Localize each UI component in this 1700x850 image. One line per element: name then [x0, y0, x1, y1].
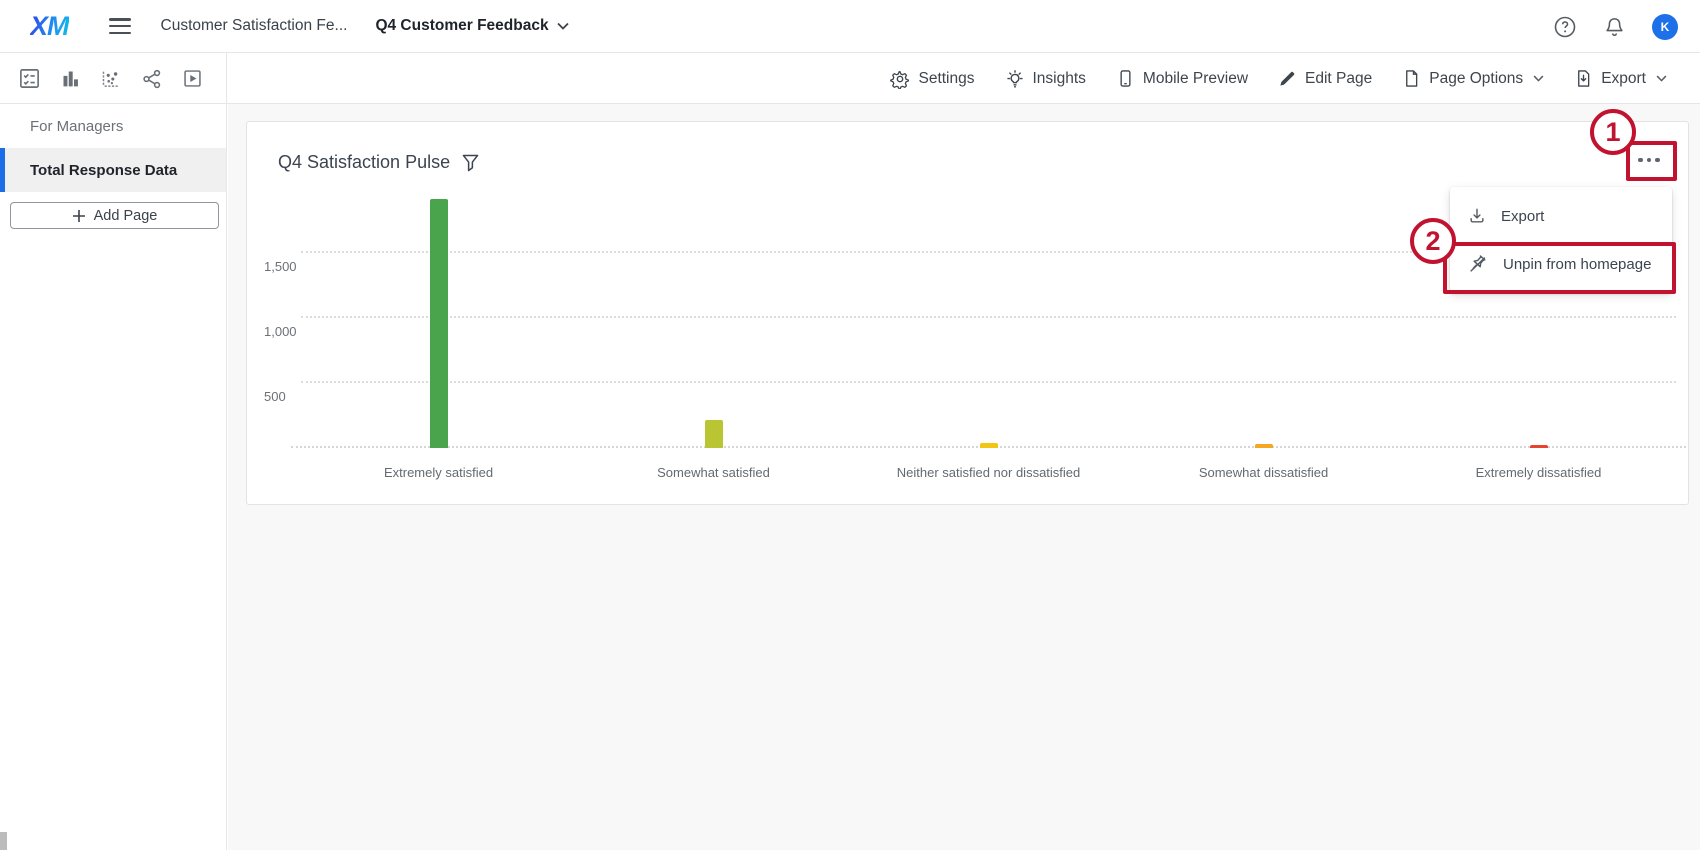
help-icon[interactable] — [1553, 15, 1577, 39]
settings-button[interactable]: Settings — [890, 69, 975, 89]
gridline-500 — [301, 381, 1676, 383]
add-page-label: Add Page — [93, 207, 158, 224]
top-header: XM Customer Satisfaction Fe... Q4 Custom… — [0, 0, 1700, 53]
hamburger-icon[interactable] — [108, 18, 131, 34]
sidebar-item-total-response-data[interactable]: Total Response Data — [0, 148, 226, 192]
sidebar-item-label: Total Response Data — [30, 161, 178, 179]
sidebar-item-for-managers[interactable]: For Managers — [0, 104, 226, 148]
export-button[interactable]: Export — [1574, 68, 1667, 89]
bar-chart: 500 1,000 1,500 Extremely satisfied Somewhat… — [264, 188, 1686, 480]
export-label: Export — [1601, 69, 1646, 87]
unpin-icon — [1467, 253, 1489, 275]
gear-icon — [890, 69, 910, 89]
insights-button[interactable]: Insights — [1005, 69, 1086, 89]
widget-options-button[interactable] — [1627, 144, 1671, 176]
bar-somewhat-satisfied[interactable] — [704, 420, 723, 448]
breadcrumb-parent[interactable]: Customer Satisfaction Fe... — [160, 17, 348, 34]
phone-icon — [1116, 68, 1135, 89]
edit-page-label: Edit Page — [1305, 69, 1373, 87]
gridline-1500 — [301, 251, 1676, 253]
export-widget-label: Export — [1501, 207, 1545, 225]
bell-icon[interactable] — [1603, 15, 1626, 39]
scrollbar-fragment[interactable] — [0, 832, 7, 850]
funnel-icon[interactable] — [462, 154, 479, 172]
plus-icon — [72, 209, 86, 223]
mobile-preview-button[interactable]: Mobile Preview — [1116, 68, 1248, 89]
dashboard-icon-strip — [0, 53, 227, 104]
page-icon — [1402, 68, 1421, 89]
settings-label: Settings — [918, 69, 975, 87]
video-play-icon[interactable] — [182, 68, 203, 89]
category-label: Extremely dissatisfied — [1475, 465, 1602, 480]
bar-neither-satisfied-nor-dissatisfied[interactable] — [979, 442, 998, 448]
y-axis-tick-label: 1,500 — [264, 259, 297, 274]
toolbar-actions: Settings Insights Mobile Preview Edit Page P… — [890, 53, 1700, 104]
bar-extremely-dissatisfied[interactable] — [1529, 445, 1548, 448]
survey-checklist-icon[interactable] — [18, 67, 41, 90]
insights-label: Insights — [1032, 69, 1086, 87]
widget-options-menu: Export Unpin from homepage — [1450, 187, 1672, 293]
pencil-icon — [1278, 69, 1297, 88]
scatter-plot-icon[interactable] — [100, 68, 122, 90]
category-label: Somewhat dissatisfied — [1198, 465, 1329, 480]
chevron-down-icon[interactable] — [556, 22, 569, 30]
sidebar-item-label: For Managers — [30, 117, 124, 135]
breadcrumb: Customer Satisfaction Fe... Q4 Customer … — [161, 17, 569, 35]
xm-logo: XM — [30, 10, 69, 41]
category-label: Neither satisfied nor dissatisfied — [896, 465, 1081, 480]
mobile-preview-label: Mobile Preview — [1142, 69, 1249, 87]
y-axis-tick-label: 1,000 — [264, 324, 297, 339]
unpin-menu-item[interactable]: Unpin from homepage — [1450, 240, 1672, 288]
gridline-1000 — [301, 316, 1676, 318]
avatar[interactable]: K — [1652, 13, 1678, 40]
bar-extremely-satisfied[interactable] — [429, 199, 448, 448]
export-widget-menu-item[interactable]: Export — [1450, 192, 1672, 240]
chevron-down-icon — [1656, 75, 1667, 82]
export-icon — [1574, 68, 1593, 89]
pages-sidebar: For Managers Total Response Data Add Page — [0, 104, 227, 850]
add-page-button[interactable]: Add Page — [10, 202, 219, 229]
lightbulb-icon — [1005, 69, 1025, 89]
page-options-button[interactable]: Page Options — [1402, 68, 1544, 89]
category-label: Extremely satisfied — [383, 465, 494, 480]
unpin-label: Unpin from homepage — [1503, 255, 1652, 273]
page-options-label: Page Options — [1429, 69, 1524, 87]
category-label: Somewhat satisfied — [657, 465, 770, 480]
widget-title: Q4 Satisfaction Pulse — [278, 152, 451, 172]
bar-chart-icon[interactable] — [60, 68, 81, 89]
chevron-down-icon — [1533, 75, 1544, 82]
bar-somewhat-dissatisfied[interactable] — [1254, 444, 1273, 448]
download-icon — [1467, 206, 1487, 226]
page-toolbar: Settings Insights Mobile Preview Edit Page P… — [0, 53, 1700, 104]
edit-page-button[interactable]: Edit Page — [1278, 69, 1372, 88]
widget-card: Q4 Satisfaction Pulse 500 1,000 1,500 Extre… — [246, 121, 1689, 505]
y-axis-tick-label: 500 — [264, 389, 286, 404]
breadcrumb-current[interactable]: Q4 Customer Feedback — [375, 17, 549, 34]
share-icon[interactable] — [141, 68, 163, 90]
